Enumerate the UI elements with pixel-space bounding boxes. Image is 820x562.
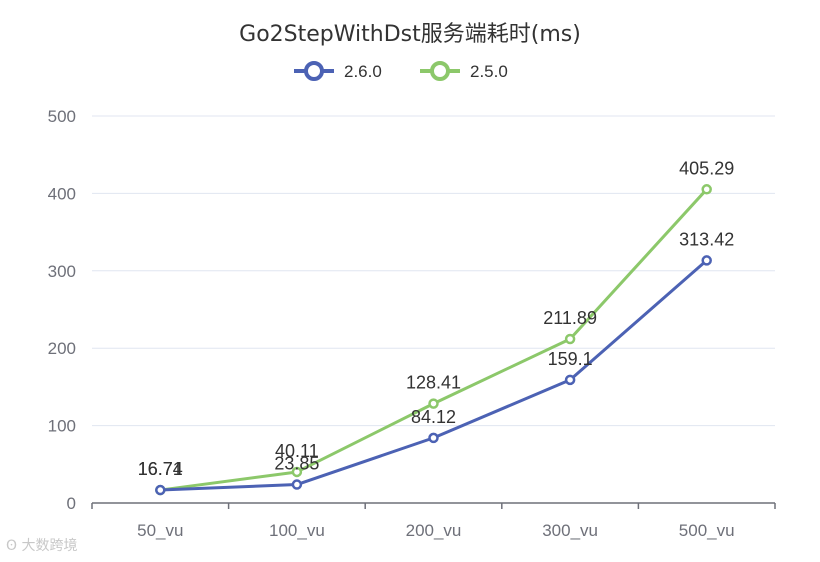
data-point[interactable] — [428, 398, 439, 409]
y-tick-label: 0 — [67, 494, 76, 513]
data-point[interactable] — [564, 374, 576, 386]
data-label: 211.89 — [543, 308, 597, 328]
legend[interactable]: 2.6.0 2.5.0 — [294, 61, 508, 81]
x-tick-label: 100_vu — [269, 521, 325, 540]
data-point[interactable] — [291, 479, 303, 490]
data-point[interactable] — [701, 184, 712, 195]
data-point[interactable] — [291, 466, 303, 478]
chart-title: Go2StepWithDst服务端耗时(ms) — [239, 22, 581, 47]
data-label: 23.85 — [274, 454, 319, 474]
data-label: 405.29 — [679, 158, 734, 178]
data-label: 313.42 — [679, 229, 734, 249]
series-layer — [155, 184, 712, 496]
data-label: 84.12 — [411, 407, 456, 427]
data-point[interactable] — [701, 255, 712, 266]
data-point[interactable] — [428, 432, 439, 444]
legend-marker-icon — [304, 61, 324, 81]
legend-item-1[interactable]: 2.5.0 — [420, 61, 508, 81]
series-2.6.0 — [155, 255, 712, 496]
legend-item-0[interactable]: 2.6.0 — [294, 61, 382, 81]
series-2.5.0 — [155, 184, 712, 496]
data-labels: 16.74 23.85 84.12 159.1 313.42 16.71 40.11 128.… — [138, 158, 734, 479]
watermark-icon: ʘ — [6, 538, 18, 554]
series-line — [160, 188, 708, 492]
x-tick-label: 500_vu — [679, 521, 735, 540]
data-label: 159.1 — [548, 349, 593, 369]
y-tick-label: 400 — [48, 184, 76, 203]
x-tick-label: 300_vu — [542, 521, 598, 540]
data-label: 128.41 — [406, 373, 461, 393]
data-label: 16.71 — [138, 459, 183, 479]
x-tick-label: 50_vu — [137, 521, 183, 540]
watermark: ʘ 大数跨境 — [6, 535, 77, 555]
data-point[interactable] — [155, 484, 166, 496]
data-label: 16.74 — [138, 459, 183, 479]
x-tick-label: 200_vu — [406, 521, 462, 540]
y-axis: 0 100 200 300 400 500 — [48, 107, 76, 513]
data-point[interactable] — [564, 333, 576, 345]
data-label: 40.11 — [275, 441, 319, 461]
grid-lines — [92, 115, 775, 427]
y-tick-label: 300 — [48, 262, 76, 281]
y-tick-label: 500 — [48, 107, 76, 126]
legend-label: 2.5.0 — [470, 62, 508, 81]
legend-marker-icon — [430, 61, 450, 81]
x-axis: 50_vu 100_vu 200_vu 300_vu 500_vu — [91, 502, 776, 540]
y-tick-label: 100 — [48, 417, 76, 436]
watermark-text: 大数跨境 — [21, 538, 78, 554]
legend-label: 2.6.0 — [344, 62, 382, 81]
y-tick-label: 200 — [48, 339, 76, 358]
